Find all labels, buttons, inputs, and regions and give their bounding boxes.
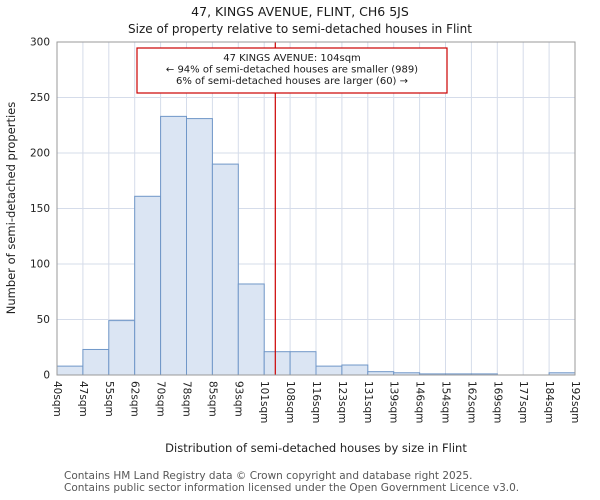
y-tick-label: 300	[30, 37, 50, 49]
chart-subtitle: Size of property relative to semi-detach…	[128, 22, 472, 36]
x-axis-tick-labels: 40sqm 47sqm 55sqm 62sqm 70sqm 78sqm 85sqm 93sqm…	[51, 381, 581, 423]
histogram-bar	[56, 365, 84, 376]
x-tick-label: 169sqm	[491, 381, 503, 423]
x-tick-label: 184sqm	[543, 381, 555, 423]
histogram-bar	[82, 348, 110, 376]
annotation-callout: 47 KINGS AVENUE: 104sqm ← 94% of semi-de…	[136, 47, 448, 94]
x-tick-label: 116sqm	[310, 381, 322, 423]
histogram-bar	[211, 163, 239, 376]
y-tick-label: 100	[30, 259, 50, 271]
x-tick-label: 146sqm	[414, 381, 426, 423]
annotation-line-1: 47 KINGS AVENUE: 104sqm	[223, 53, 361, 64]
histogram-bar	[263, 351, 291, 376]
y-axis-title: Number of semi-detached properties	[4, 102, 18, 314]
x-tick-label: 93sqm	[232, 381, 244, 417]
x-tick-label: 40sqm	[51, 381, 63, 417]
histogram-bar	[186, 118, 213, 376]
y-tick-label: 250	[30, 92, 50, 104]
x-axis-title: Distribution of semi-detached houses by …	[165, 441, 467, 455]
footer-line-1: Contains HM Land Registry data © Crown c…	[64, 470, 472, 482]
histogram-bars	[56, 115, 576, 376]
x-tick-label: 55sqm	[103, 381, 115, 417]
y-tick-label: 50	[37, 314, 50, 326]
x-tick-label: 139sqm	[388, 381, 400, 423]
chart-title: 47, KINGS AVENUE, FLINT, CH6 5JS	[191, 4, 409, 19]
y-tick-label: 0	[43, 370, 50, 382]
histogram-bar	[315, 365, 343, 376]
x-tick-label: 47sqm	[77, 381, 89, 417]
y-axis-tick-labels: 0 50 100 150 200 250 300	[30, 37, 50, 382]
histogram-bar	[160, 115, 188, 376]
annotation-box	[136, 47, 448, 94]
annotation-line-2: ← 94% of semi-detached houses are smalle…	[166, 65, 418, 76]
x-tick-label: 101sqm	[258, 381, 270, 423]
y-tick-label: 150	[30, 203, 50, 215]
histogram-bar	[134, 195, 162, 376]
y-tick-label: 200	[30, 148, 50, 160]
x-tick-label: 154sqm	[440, 381, 452, 423]
x-tick-label: 85sqm	[206, 381, 218, 417]
histogram-bar	[289, 351, 317, 376]
x-tick-label: 123sqm	[336, 381, 348, 423]
x-tick-label: 177sqm	[517, 381, 529, 423]
x-tick-label: 131sqm	[362, 381, 374, 423]
footer-line-2: Contains public sector information licen…	[64, 482, 519, 494]
histogram-bar	[237, 283, 265, 376]
x-tick-label: 78sqm	[181, 381, 193, 417]
x-tick-label: 70sqm	[155, 381, 167, 417]
annotation-line-3: 6% of semi-detached houses are larger (6…	[176, 76, 408, 87]
histogram-bar	[108, 320, 136, 376]
plot-border	[56, 41, 576, 376]
x-tick-label: 62sqm	[129, 381, 141, 417]
x-tick-label: 192sqm	[569, 381, 581, 423]
histogram-bar	[341, 364, 369, 376]
x-tick-label: 162sqm	[465, 381, 477, 423]
x-tick-label: 108sqm	[284, 381, 296, 423]
